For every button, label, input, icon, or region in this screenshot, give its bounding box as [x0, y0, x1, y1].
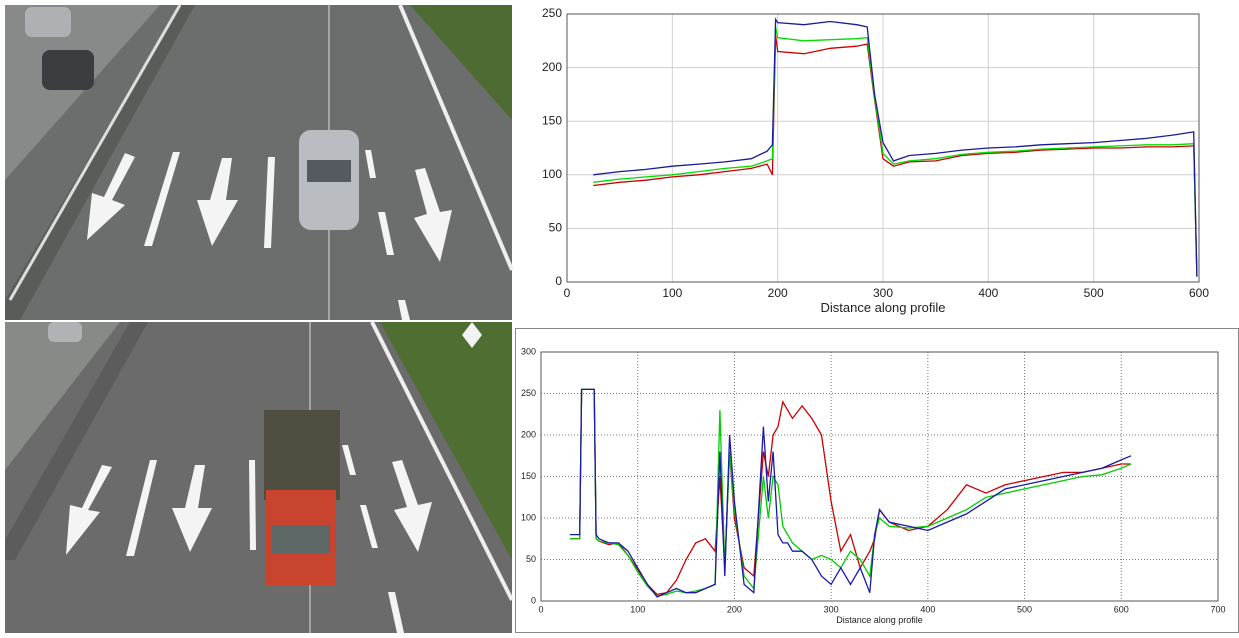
- y-tick-label: 200: [542, 60, 562, 74]
- x-tick-label: 500: [1084, 286, 1104, 300]
- road-photo-bottom: [5, 322, 512, 633]
- x-axis-label: Distance along profile: [836, 615, 923, 625]
- x-tick-label: 300: [873, 286, 893, 300]
- page: 0100200300400500600050100150200250Distan…: [0, 0, 1239, 638]
- plot-area: [541, 352, 1218, 601]
- x-tick-label: 300: [824, 604, 839, 614]
- truck-cargo: [264, 410, 340, 500]
- y-tick-label: 250: [542, 6, 562, 20]
- y-tick-label: 50: [526, 554, 536, 564]
- y-tick-label: 0: [555, 274, 562, 288]
- y-tick-label: 200: [521, 429, 536, 439]
- x-tick-label: 600: [1189, 286, 1209, 300]
- chart: 0 100 200 300 400 500 600 0 50 100 150 200 250 Distan…: [542, 6, 1209, 315]
- figure: 0100200300400500600050100150200250Distan…: [0, 0, 1239, 633]
- x-tick-label: 100: [662, 286, 682, 300]
- car: [48, 322, 82, 342]
- x-tick-label: 0: [538, 604, 543, 614]
- x-tick-label: 700: [1210, 604, 1225, 614]
- y-tick-label: 150: [542, 113, 562, 127]
- truck-window: [272, 525, 330, 553]
- car-window: [307, 160, 351, 182]
- y-tick-label: 100: [542, 167, 562, 181]
- road-photo-top: [5, 5, 512, 320]
- y-tick-label: 50: [549, 221, 563, 235]
- x-tick-label: 200: [768, 286, 788, 300]
- x-tick-label: 500: [1017, 604, 1032, 614]
- y-tick-label: 250: [521, 388, 536, 398]
- x-tick-label: 200: [727, 604, 742, 614]
- y-tick-label: 300: [521, 346, 536, 356]
- y-tick-label: 0: [531, 595, 536, 605]
- y-tick-label: 100: [521, 512, 536, 522]
- x-axis-label: Distance along profile: [820, 300, 945, 315]
- chart: 0 100 200 300 400 500 600 700 0 50 100 150 200 250 300…: [521, 346, 1226, 625]
- car: [42, 50, 94, 90]
- x-tick-label: 100: [630, 604, 645, 614]
- x-tick-label: 400: [920, 604, 935, 614]
- x-tick-label: 400: [978, 286, 998, 300]
- x-tick-label: 600: [1114, 604, 1129, 614]
- x-tick-label: 0: [564, 286, 571, 300]
- y-tick-label: 150: [521, 471, 536, 481]
- car: [25, 7, 71, 37]
